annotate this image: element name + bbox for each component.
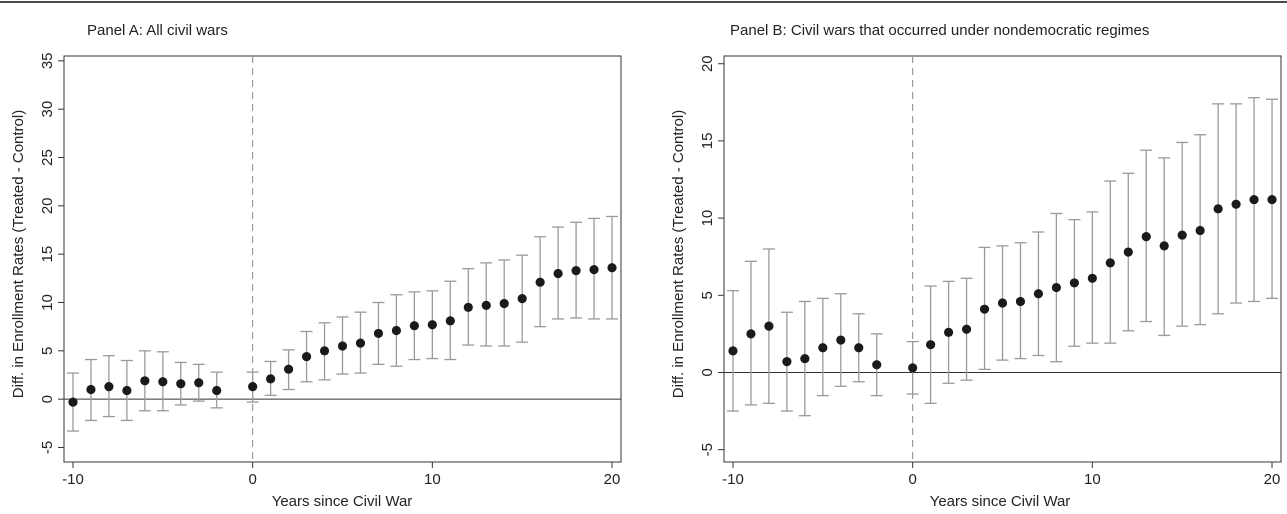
data-point [373, 328, 384, 339]
data-point [445, 316, 455, 326]
y-tick-label: 25 [39, 149, 56, 166]
data-point [1051, 282, 1062, 293]
x-tick-label: 20 [604, 471, 621, 488]
data-point [158, 377, 168, 387]
data-point [1033, 289, 1044, 299]
y-tick-label: 20 [39, 197, 56, 214]
data-point [728, 346, 738, 356]
data-point [872, 360, 882, 370]
data-point [553, 268, 563, 279]
y-tick-label: 10 [39, 294, 56, 311]
x-tick-label: 10 [1084, 471, 1101, 488]
data-point [194, 378, 204, 388]
data-point [1213, 204, 1223, 214]
x-tick-label: 0 [248, 471, 256, 488]
data-point [1231, 199, 1241, 209]
data-point [499, 298, 509, 309]
panel-a: Panel A: All civil wars Years since Civi… [10, 22, 622, 510]
data-point [427, 320, 437, 330]
x-tick-label: -10 [62, 471, 84, 488]
data-point [86, 384, 96, 395]
panel-b-title: Panel B: Civil wars that occurred under … [730, 22, 1149, 39]
y-tick-label: 10 [699, 210, 716, 227]
plot-frame [63, 55, 622, 463]
x-tick-label: 20 [1264, 471, 1281, 488]
y-tick-label: 30 [39, 101, 56, 118]
data-point [943, 327, 954, 337]
panel-b: Panel B: Civil wars that occurred under … [670, 22, 1282, 510]
data-point [764, 321, 774, 331]
y-tick-label: 35 [39, 52, 56, 69]
data-point [854, 343, 864, 353]
panel-a-xlabel: Years since Civil War [272, 493, 413, 510]
y-tick-label: 0 [699, 368, 716, 376]
panel-a-title: Panel A: All civil wars [87, 22, 228, 39]
panel-b-ylabel: Diff. in Enrollment Rates (Treated - Con… [670, 110, 687, 398]
data-point [1123, 247, 1133, 257]
data-point [1069, 278, 1079, 288]
data-point [800, 353, 810, 364]
data-point [746, 329, 756, 339]
data-point [301, 352, 312, 362]
data-point [1105, 258, 1115, 268]
data-point [355, 338, 366, 348]
data-point [908, 363, 918, 373]
panel-a-plot: -5 0 5 10 15 20 25 30 35 -10 0 10 20 [39, 52, 622, 488]
y-tick-label: 5 [39, 347, 56, 355]
data-point [1159, 241, 1169, 251]
x-tick-label: 0 [908, 471, 916, 488]
data-point [926, 340, 936, 350]
plot-frame [723, 55, 1282, 463]
data-point [266, 374, 276, 384]
data-point [589, 265, 599, 275]
data-point [337, 341, 348, 351]
data-point [979, 304, 990, 314]
y-tick-label: 20 [699, 55, 716, 72]
data-point [1141, 232, 1151, 242]
data-point [571, 266, 581, 276]
data-point [1177, 230, 1187, 240]
y-tick-label: 0 [39, 395, 56, 403]
data-point [1015, 296, 1026, 307]
data-point [1249, 194, 1259, 205]
y-tick-label: -5 [699, 443, 716, 456]
data-point [176, 379, 186, 389]
data-point [997, 298, 1008, 308]
data-point [140, 376, 150, 386]
panel-b-plot: -5 0 5 10 15 20 -10 0 10 20 [699, 55, 1282, 488]
panel-b-xlabel: Years since Civil War [930, 493, 1071, 510]
panel-a-ylabel: Diff. in Enrollment Rates (Treated - Con… [10, 110, 27, 398]
data-point [517, 294, 527, 304]
data-point [122, 385, 132, 396]
data-point [68, 397, 78, 407]
data-point [283, 364, 294, 374]
y-tick-label: 5 [699, 291, 716, 299]
x-tick-label: -10 [722, 471, 744, 488]
data-point [104, 382, 114, 392]
y-tick-label: 15 [699, 133, 716, 150]
data-point [212, 385, 222, 396]
data-point [409, 321, 419, 331]
data-point [319, 346, 330, 356]
data-point [1195, 225, 1205, 236]
data-point [248, 382, 258, 392]
data-point [1087, 273, 1097, 283]
data-point [391, 325, 402, 336]
data-point [607, 263, 617, 273]
data-point [961, 324, 972, 334]
data-point [1267, 194, 1277, 205]
data-point [463, 302, 473, 312]
y-tick-label: -5 [39, 441, 56, 454]
data-point [782, 357, 792, 367]
data-point [481, 300, 491, 310]
data-point [836, 335, 846, 345]
y-tick-label: 15 [39, 246, 56, 263]
data-point [535, 277, 545, 287]
data-point [818, 343, 828, 353]
x-tick-label: 10 [424, 471, 441, 488]
